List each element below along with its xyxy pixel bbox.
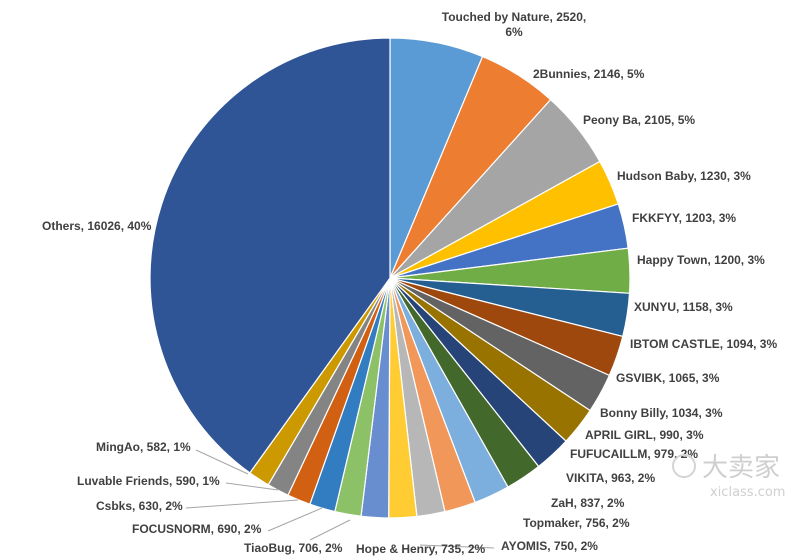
- data-label: 2Bunnies, 2146, 5%: [533, 67, 645, 81]
- data-label: Luvable Friends, 590, 1%: [77, 474, 220, 488]
- watermark-logo: 大卖家 xiclass.com: [672, 453, 785, 500]
- leader-line: [267, 507, 323, 532]
- leader-line: [185, 499, 299, 509]
- leader-line: [225, 482, 279, 491]
- data-label: Peony Ba, 2105, 5%: [583, 113, 695, 127]
- leader-line: [419, 544, 495, 549]
- data-label: Topmaker, 756, 2%: [523, 516, 630, 530]
- data-label: MingAo, 582, 1%: [96, 440, 191, 454]
- data-label: FOCUSNORM, 690, 2%: [132, 522, 262, 536]
- data-label: Others, 16026, 40%: [42, 219, 152, 233]
- data-labels: Touched by Nature, 2520, 6% 2Bunnies, 2146…: [42, 10, 777, 556]
- data-label: ZaH, 837, 2%: [551, 496, 625, 510]
- watermark-text-cn: 大卖家: [702, 453, 780, 483]
- leader-lines: [185, 449, 495, 549]
- data-label: FKKFYY, 1203, 3%: [632, 211, 736, 225]
- data-label: IBTOM CASTLE, 1094, 3%: [630, 337, 777, 351]
- leader-line: [309, 519, 351, 541]
- data-label: Hope & Henry, 735, 2%: [356, 542, 485, 556]
- data-label: Csbks, 630, 2%: [96, 499, 183, 513]
- data-label: Happy Town, 1200, 3%: [637, 253, 765, 267]
- leader-line: [195, 449, 249, 475]
- watermark-text-en: xiclass.com: [710, 485, 785, 500]
- data-label: Touched by Nature, 2520, 6%: [442, 10, 587, 39]
- data-label: Hudson Baby, 1230, 3%: [617, 169, 751, 183]
- data-label: XUNYU, 1158, 3%: [634, 300, 733, 314]
- pie-slices: [149, 37, 631, 519]
- data-label: VIKITA, 963, 2%: [566, 471, 655, 485]
- data-label: APRIL GIRL, 990, 3%: [585, 428, 704, 442]
- pie-slice-others: [149, 37, 391, 474]
- data-label: AYOMIS, 750, 2%: [501, 539, 598, 553]
- watermark-mark-icon: [672, 454, 696, 478]
- data-label: FUFUCAILLM, 979, 2%: [570, 447, 698, 461]
- data-label: Bonny Billy, 1034, 3%: [600, 406, 723, 420]
- data-label: GSVIBK, 1065, 3%: [616, 371, 720, 385]
- data-label: TiaoBug, 706, 2%: [244, 541, 343, 555]
